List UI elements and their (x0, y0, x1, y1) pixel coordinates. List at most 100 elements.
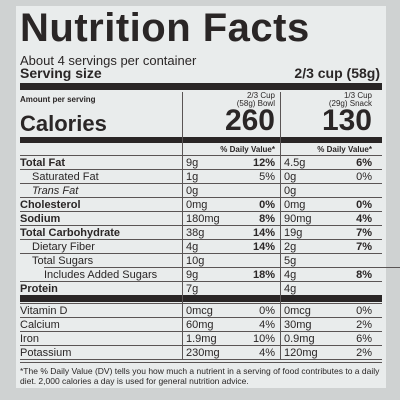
nutrient-label: Total Sugars (32, 255, 94, 267)
amount-per-serving: Amount per serving (20, 95, 96, 104)
rule (20, 345, 382, 346)
dv-header: % Daily Value* (220, 145, 275, 154)
nutrient-label: Cholesterol (20, 199, 81, 211)
amount: 1g (186, 171, 199, 183)
rule (44, 267, 400, 268)
amount: 9g (186, 269, 199, 281)
divider-bar (20, 295, 382, 302)
column-divider (280, 92, 281, 359)
amount: 38g (186, 227, 205, 239)
daily-value: 10% (252, 333, 275, 345)
dv-header: % Daily Value* (317, 145, 372, 154)
rule (20, 362, 382, 363)
nutrient-label: Potassium (20, 347, 72, 359)
daily-value: 8% (259, 213, 275, 225)
daily-value: 8% (356, 269, 372, 281)
rule (20, 211, 382, 212)
daily-value: 6% (356, 157, 372, 169)
nutrient-label: Includes Added Sugars (44, 269, 158, 281)
divider-bar (20, 83, 382, 90)
nutrient-label: Total Fat (20, 157, 66, 169)
rule (20, 155, 382, 156)
daily-value: 4% (356, 213, 372, 225)
amount: 0.9mg (284, 333, 315, 345)
footnote: *The % Daily Value (DV) tells you how mu… (20, 366, 380, 387)
daily-value: 2% (356, 319, 372, 331)
daily-value: 4% (259, 319, 275, 331)
daily-value: 7% (356, 227, 372, 239)
amount: 0mg (284, 199, 306, 211)
servings: About 4 servings per container (20, 53, 197, 68)
rule (20, 253, 382, 254)
amount: 7g (186, 283, 199, 295)
column-header: 1/3 Cup (343, 91, 372, 100)
daily-value: 7% (356, 241, 372, 253)
daily-value: 12% (252, 157, 275, 169)
daily-value: 0% (356, 171, 372, 183)
amount: 0g (186, 185, 199, 197)
column-header: 2/3 Cup (246, 91, 275, 100)
nutrition-label: Nutrition Facts About 4 servings per cont… (16, 6, 400, 388)
rule (20, 331, 382, 332)
title: Nutrition Facts (20, 6, 310, 50)
calories-label: Calories (20, 111, 107, 136)
nutrient-label: Vitamin D (20, 305, 68, 317)
nutrient-label: Saturated Fat (32, 171, 99, 183)
amount: 230mg (186, 347, 220, 359)
nutrient-label: Dietary Fiber (32, 241, 95, 253)
nutrient-label: Sodium (20, 213, 61, 225)
amount: 0mg (186, 199, 208, 211)
amount: 19g (284, 227, 303, 239)
nutrient-label: Total Carbohydrate (20, 227, 121, 239)
amount: 60mg (186, 319, 214, 331)
rule (20, 359, 382, 360)
amount: 2g (284, 241, 297, 253)
serving-size-label: Serving size (20, 65, 102, 81)
daily-value: 6% (356, 333, 372, 345)
rule (20, 281, 382, 282)
amount: 9g (186, 157, 199, 169)
daily-value: 0% (356, 199, 372, 211)
amount: 4g (284, 283, 297, 295)
amount: 4g (186, 241, 199, 253)
amount: 10g (186, 255, 205, 267)
rule (20, 183, 382, 184)
column-header: (29g) Snack (328, 99, 372, 108)
amount: 0g (284, 185, 297, 197)
amount: 180mg (186, 213, 220, 225)
nutrient-label: Trans Fat (32, 185, 79, 197)
daily-value: 14% (252, 241, 275, 253)
serving-size: 2/3 cup (58g) (294, 65, 380, 81)
rule (20, 239, 382, 240)
amount: 1.9mg (186, 333, 217, 345)
column-calories: 260 (224, 104, 275, 137)
daily-value: 4% (259, 347, 275, 359)
column-header: (58g) Bowl (236, 99, 275, 108)
column-divider (182, 92, 183, 359)
amount: 0g (284, 171, 297, 183)
amount: 30mg (284, 319, 312, 331)
rule (20, 169, 382, 170)
nutrient-label: Protein (20, 283, 58, 295)
rule (20, 303, 382, 304)
amount: 4g (284, 269, 297, 281)
daily-value: 0% (259, 305, 275, 317)
rule (20, 317, 382, 318)
nutrient-label: Calcium (20, 319, 60, 331)
daily-value: 5% (259, 171, 275, 183)
nutrient-label: Iron (20, 333, 39, 345)
daily-value: 14% (252, 227, 275, 239)
rule (20, 197, 382, 198)
daily-value: 0% (259, 199, 275, 211)
amount: 0mcg (186, 305, 213, 317)
divider-bar (20, 137, 382, 143)
amount: 5g (284, 255, 297, 267)
column-calories: 130 (321, 104, 372, 137)
amount: 4.5g (284, 157, 306, 169)
amount: 0mcg (284, 305, 311, 317)
rule (20, 225, 382, 226)
amount: 90mg (284, 213, 312, 225)
amount: 120mg (284, 347, 318, 359)
daily-value: 18% (252, 269, 275, 281)
